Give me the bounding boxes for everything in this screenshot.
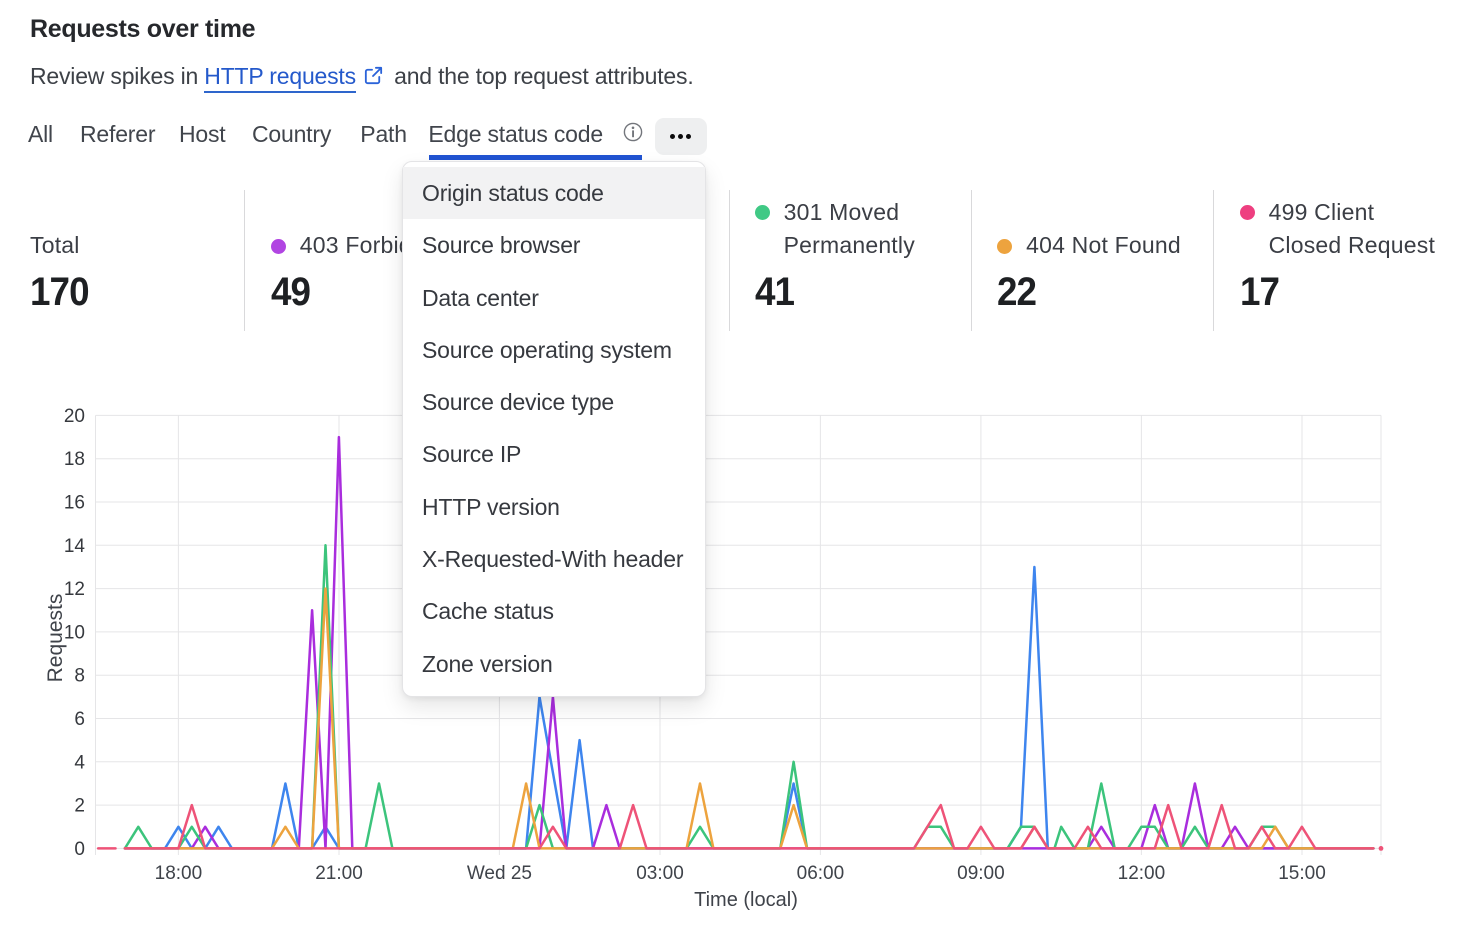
- svg-text:14: 14: [64, 536, 86, 557]
- svg-text:18:00: 18:00: [155, 863, 203, 884]
- svg-text:20: 20: [64, 406, 85, 427]
- svg-text:Requests: Requests: [44, 594, 67, 683]
- svg-text:18: 18: [64, 449, 85, 470]
- svg-text:03:00: 03:00: [636, 863, 684, 884]
- svg-text:12: 12: [64, 579, 85, 600]
- svg-text:16: 16: [64, 493, 85, 514]
- svg-text:21:00: 21:00: [315, 863, 363, 884]
- svg-text:0: 0: [74, 839, 85, 860]
- svg-text:4: 4: [74, 752, 85, 773]
- svg-text:2: 2: [74, 796, 85, 817]
- svg-text:6: 6: [74, 709, 85, 730]
- svg-text:8: 8: [74, 666, 85, 687]
- svg-text:10: 10: [64, 622, 85, 643]
- svg-text:06:00: 06:00: [797, 863, 845, 884]
- svg-text:Time (local): Time (local): [694, 889, 798, 911]
- svg-text:09:00: 09:00: [957, 863, 1005, 884]
- svg-text:12:00: 12:00: [1118, 863, 1166, 884]
- svg-text:15:00: 15:00: [1278, 863, 1326, 884]
- svg-text:Wed 25: Wed 25: [467, 863, 532, 884]
